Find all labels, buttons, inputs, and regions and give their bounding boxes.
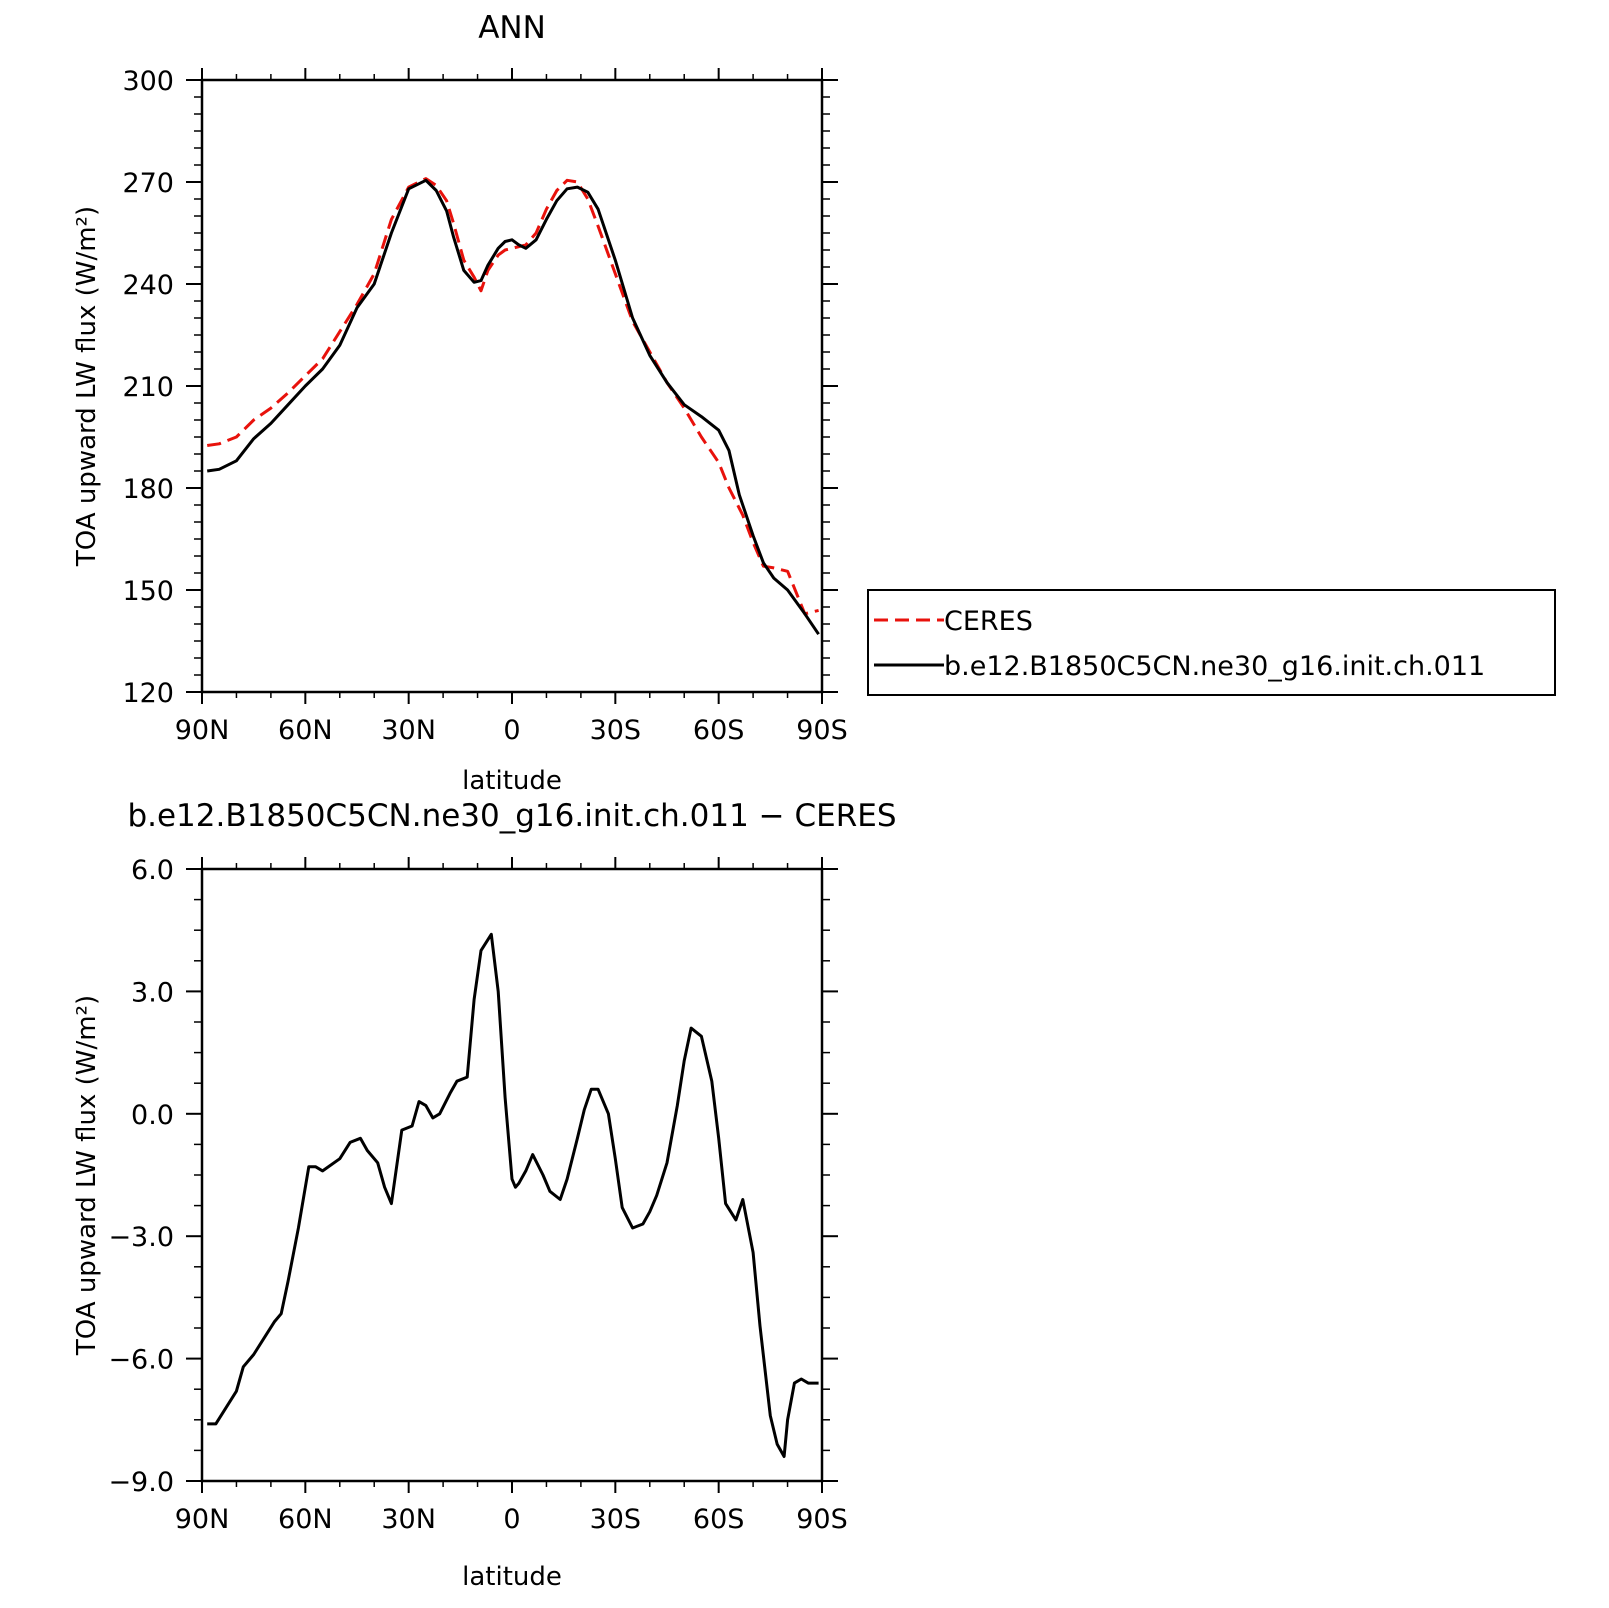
y-tick-label: 120 <box>122 678 174 709</box>
series-line-1 <box>206 177 819 616</box>
x-tick-label: 60S <box>693 1504 745 1535</box>
x-tick-label: 30S <box>590 1504 642 1535</box>
legend-box <box>867 589 1556 696</box>
y-tick-label: 180 <box>122 474 174 505</box>
series-line-2 <box>206 178 820 636</box>
y-axis-label: TOA upward LW flux (W/m²) <box>72 206 102 567</box>
chart-title: ANN <box>478 10 546 46</box>
y-tick-label: 300 <box>122 66 174 97</box>
chart-panel-2: b.e12.B1850C5CN.ne30_g16.init.ch.011 − C… <box>72 798 897 1592</box>
y-tick-label: −9.0 <box>108 1467 174 1498</box>
y-tick-label: 150 <box>122 576 174 607</box>
legend-label-1: CERES <box>944 606 1033 637</box>
chart-title: b.e12.B1850C5CN.ne30_g16.init.ch.011 − C… <box>127 798 896 834</box>
x-tick-label: 60S <box>693 715 745 746</box>
x-tick-label: 90S <box>796 715 848 746</box>
series-line-1 <box>207 932 819 1458</box>
y-tick-label: 270 <box>122 168 174 199</box>
x-axis-label: latitude <box>462 766 562 796</box>
y-tick-label: −6.0 <box>108 1345 174 1376</box>
y-tick-label: −3.0 <box>108 1222 174 1253</box>
x-tick-label: 30N <box>381 1504 436 1535</box>
x-tick-label: 90N <box>175 1504 230 1535</box>
x-tick-label: 30N <box>381 715 436 746</box>
x-tick-label: 60N <box>278 1504 333 1535</box>
chart-panel-1: ANN 90N 60N 30N 0 30S 60S 90S 120 150 180 210 240 270… <box>72 10 1556 796</box>
x-axis-label: latitude <box>462 1562 562 1592</box>
x-tick-label: 60N <box>278 715 333 746</box>
legend: CERES b.e12.B1850C5CN.ne30_g16.init.ch.01… <box>867 589 1556 696</box>
x-tick-label: 90N <box>175 715 230 746</box>
x-tick-label: 30S <box>590 715 642 746</box>
y-tick-label: 3.0 <box>131 977 174 1008</box>
y-tick-label: 6.0 <box>131 855 174 886</box>
y-tick-label: 210 <box>122 372 174 403</box>
x-tick-label: 0 <box>503 1504 520 1535</box>
y-axis-label: TOA upward LW flux (W/m²) <box>72 995 102 1356</box>
x-tick-label: 90S <box>796 1504 848 1535</box>
legend-label-2: b.e12.B1850C5CN.ne30_g16.init.ch.011 <box>944 651 1485 682</box>
y-tick-label: 0.0 <box>131 1100 174 1131</box>
y-tick-label: 240 <box>122 270 174 301</box>
x-tick-label: 0 <box>503 715 520 746</box>
